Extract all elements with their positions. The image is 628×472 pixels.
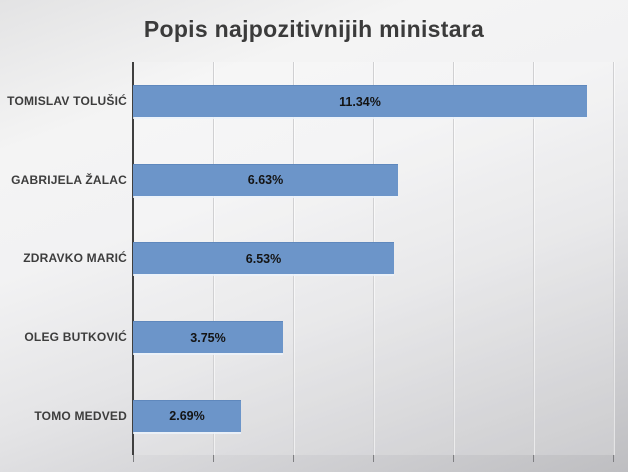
category-row: TOMO MEDVED	[0, 376, 127, 455]
axis-tick	[613, 455, 614, 462]
bar-value-label: 11.34%	[339, 94, 381, 109]
category-row: TOMISLAV TOLUŠIĆ	[0, 62, 127, 141]
bar-row: 6.53%	[133, 219, 613, 298]
category-label: TOMO MEDVED	[34, 408, 127, 423]
axis-tick	[213, 455, 214, 462]
data-bar[interactable]: 11.34%	[133, 85, 587, 118]
gridline	[613, 62, 614, 455]
bar-value-label: 6.63%	[247, 173, 284, 188]
category-label: ZDRAVKO MARIĆ	[23, 251, 127, 266]
category-row: OLEG BUTKOVIĆ	[0, 298, 127, 377]
chart-title: Popis najpozitivnijih ministara	[143, 16, 485, 42]
axis-tick	[293, 455, 294, 462]
bars-layer: 11.34% 6.63% 6.53% 3.75% 2.69%	[133, 62, 613, 455]
data-bar[interactable]: 2.69%	[133, 399, 241, 432]
plot-area: 11.34% 6.63% 6.53% 3.75% 2.69%	[132, 62, 614, 462]
bar-row: 3.75%	[133, 298, 613, 377]
data-bar[interactable]: 3.75%	[133, 321, 283, 354]
bar-row: 11.34%	[133, 62, 613, 141]
gridline	[533, 62, 534, 455]
category-label: GABRIJELA ŽALAC	[11, 172, 127, 187]
data-bar[interactable]: 6.63%	[133, 163, 398, 196]
axis-tick	[373, 455, 374, 462]
category-label: TOMISLAV TOLUŠIĆ	[7, 94, 127, 109]
data-bar[interactable]: 6.53%	[133, 242, 394, 275]
bar-value-label: 6.53%	[245, 251, 282, 266]
category-row: ZDRAVKO MARIĆ	[0, 219, 127, 298]
gridline	[453, 62, 454, 455]
bar-value-label: 3.75%	[190, 330, 226, 345]
bar-row: 6.63%	[133, 141, 613, 220]
axis-tick	[453, 455, 454, 462]
bar-row: 2.69%	[133, 376, 613, 455]
category-axis-labels: TOMISLAV TOLUŠIĆ GABRIJELA ŽALAC ZDRAVKO M…	[0, 62, 127, 455]
bar-value-label: 2.69%	[169, 409, 205, 424]
axis-tick	[533, 455, 534, 462]
category-label: OLEG BUTKOVIĆ	[24, 330, 127, 345]
category-row: GABRIJELA ŽALAC	[0, 141, 127, 220]
axis-tick	[133, 455, 134, 462]
